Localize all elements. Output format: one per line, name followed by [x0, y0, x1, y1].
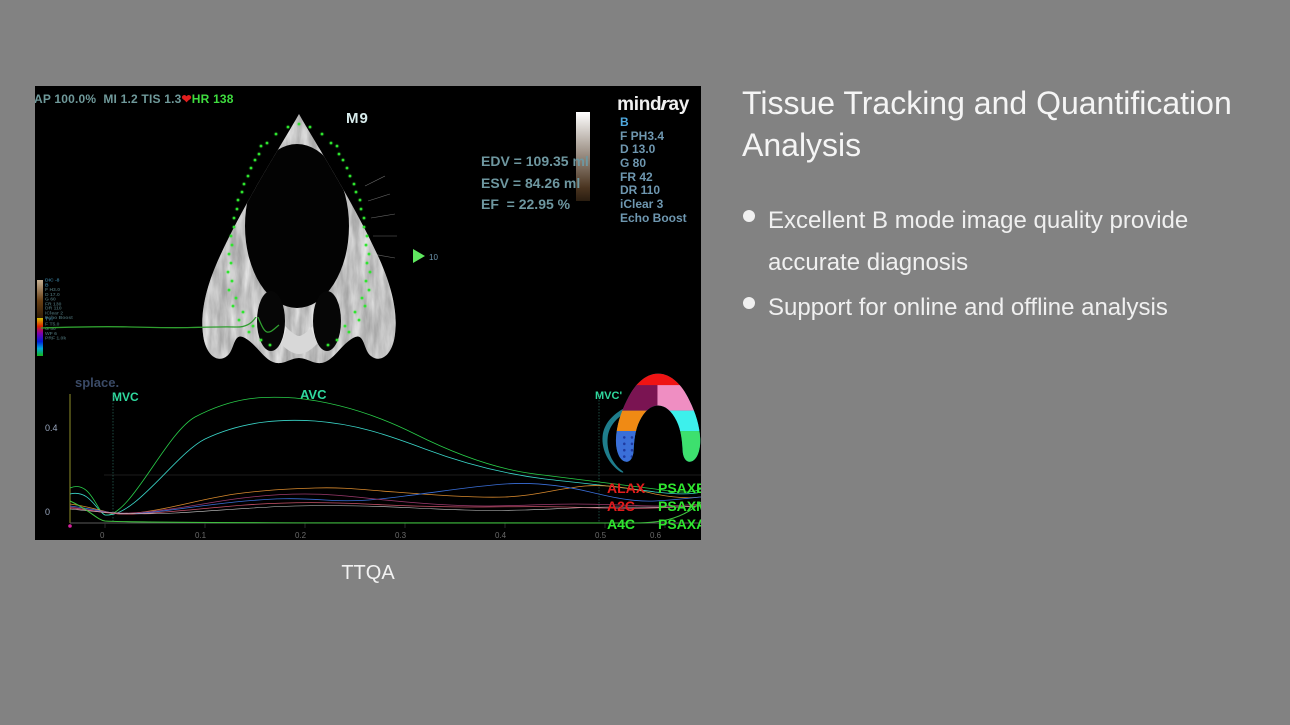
svg-text:10: 10	[429, 253, 438, 262]
svg-text:0: 0	[100, 531, 105, 540]
svg-text:0.1: 0.1	[195, 531, 207, 540]
svg-text:0: 0	[45, 507, 50, 517]
svg-text:0.4: 0.4	[495, 531, 507, 540]
svg-text:0.3: 0.3	[395, 531, 407, 540]
svg-text:0.4: 0.4	[45, 423, 58, 433]
svg-text:0.5: 0.5	[595, 531, 607, 540]
svg-text:0.2: 0.2	[295, 531, 307, 540]
